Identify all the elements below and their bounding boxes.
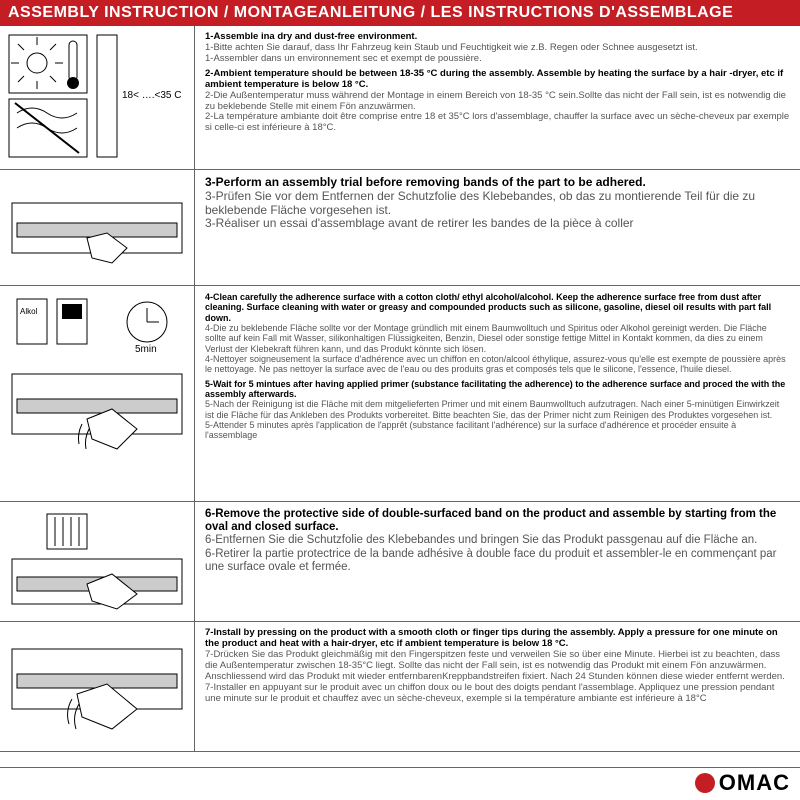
trial-icon bbox=[7, 178, 187, 278]
instruction-row-2: 3-Perform an assembly trial before remov… bbox=[0, 170, 800, 286]
press-icon bbox=[7, 629, 187, 744]
step7-de: 7-Drücken Sie das Produkt gleichmäßig mi… bbox=[205, 649, 785, 682]
brand-footer: OMAC bbox=[695, 770, 790, 796]
timer-label: 5min bbox=[135, 344, 157, 355]
text-col-2: 3-Perform an assembly trial before remov… bbox=[195, 170, 800, 285]
step5-de: 5-Nach der Reinigung ist die Fläche mit … bbox=[205, 399, 779, 419]
illustration-clean-wait: Alkol 5min bbox=[0, 286, 195, 501]
footer-divider bbox=[0, 767, 800, 768]
step3-en: 3-Perform an assembly trial before remov… bbox=[205, 175, 646, 189]
step6-de: 6-Entfernen Sie die Schutzfolie des Kleb… bbox=[205, 534, 757, 546]
alcohol-label: Alkol bbox=[20, 307, 38, 316]
step4-fr: 4-Nettoyer soigneusement la surface d'ad… bbox=[205, 354, 786, 374]
step-4: 4-Clean carefully the adherence surface … bbox=[205, 292, 790, 375]
step1-fr: 1-Assembler dans un environnement sec et… bbox=[205, 53, 482, 64]
step1-de: 1-Bitte achten Sie darauf, dass Ihr Fahr… bbox=[205, 42, 698, 53]
step-2: 2-Ambient temperature should be between … bbox=[205, 69, 790, 135]
step4-en: 4-Clean carefully the adherence surface … bbox=[205, 292, 771, 323]
illustration-remove-tape bbox=[0, 502, 195, 621]
step-5: 5-Wait for 5 mintues after having applie… bbox=[205, 379, 790, 441]
step-7: 7-Install by pressing on the product wit… bbox=[205, 628, 790, 704]
step2-de: 2-Die Außentemperatur muss während der M… bbox=[205, 90, 786, 112]
step1-en: 1-Assemble ina dry and dust-free environ… bbox=[205, 31, 417, 42]
step-6: 6-Remove the protective side of double-s… bbox=[205, 508, 790, 574]
step3-de: 3-Prüfen Sie vor dem Entfernen der Schut… bbox=[205, 189, 755, 217]
step-1: 1-Assemble ina dry and dust-free environ… bbox=[205, 32, 790, 65]
header-title: ASSEMBLY INSTRUCTION / MONTAGEANLEITUNG … bbox=[8, 4, 733, 21]
step2-fr: 2-La température ambiante doit être comp… bbox=[205, 111, 789, 133]
step5-en: 5-Wait for 5 mintues after having applie… bbox=[205, 379, 785, 399]
instruction-row-4: 6-Remove the protective side of double-s… bbox=[0, 502, 800, 622]
step6-fr: 6-Retirer la partie protectrice de la ba… bbox=[205, 548, 777, 573]
step7-fr: 7-Installer en appuyant sur le produit a… bbox=[205, 682, 774, 704]
text-col-1: 1-Assemble ina dry and dust-free environ… bbox=[195, 26, 800, 169]
instruction-row-5: 7-Install by pressing on the product wit… bbox=[0, 622, 800, 752]
header-bar: ASSEMBLY INSTRUCTION / MONTAGEANLEITUNG … bbox=[0, 0, 800, 26]
brand-name: OMAC bbox=[719, 770, 790, 796]
instruction-row-1: 18< ….<35 C 1-Assemble ina dry and dust-… bbox=[0, 26, 800, 170]
temp-range-label: 18< ….<35 C bbox=[122, 90, 181, 101]
text-col-4: 6-Remove the protective side of double-s… bbox=[195, 502, 800, 621]
step5-fr: 5-Attender 5 minutes après l'application… bbox=[205, 420, 736, 440]
brand-circle-icon bbox=[695, 773, 715, 793]
step3-fr: 3-Réaliser un essai d'assemblage avant d… bbox=[205, 216, 634, 230]
illustration-press-install bbox=[0, 622, 195, 751]
text-col-3: 4-Clean carefully the adherence surface … bbox=[195, 286, 800, 501]
env-icon: 18< ….<35 C bbox=[7, 33, 187, 163]
tape-icon bbox=[7, 509, 187, 614]
step7-en: 7-Install by pressing on the product wit… bbox=[205, 627, 778, 649]
illustration-trial-fit bbox=[0, 170, 195, 285]
illustration-temp-environment: 18< ….<35 C bbox=[0, 26, 195, 169]
step4-de: 4-Die zu beklebende Fläche sollte vor de… bbox=[205, 323, 767, 354]
step-3: 3-Perform an assembly trial before remov… bbox=[205, 176, 790, 231]
instruction-row-3: Alkol 5min 4-Clean carefully the adheren… bbox=[0, 286, 800, 502]
text-col-5: 7-Install by pressing on the product wit… bbox=[195, 622, 800, 751]
step6-en: 6-Remove the protective side of double-s… bbox=[205, 508, 776, 533]
clean-icon: Alkol 5min bbox=[7, 294, 187, 494]
step2-en: 2-Ambient temperature should be between … bbox=[205, 68, 783, 90]
